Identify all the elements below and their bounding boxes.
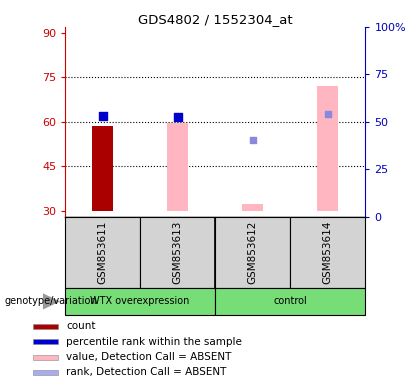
Text: GSM853614: GSM853614 [323,221,333,284]
Bar [242,204,263,211]
Bar [33,370,58,375]
Text: count: count [66,321,95,331]
Bar [290,217,365,288]
Text: GSM853613: GSM853613 [173,221,183,284]
Text: percentile rank within the sample: percentile rank within the sample [66,337,242,347]
Point [249,137,256,143]
Point [174,114,181,121]
Text: GSM853611: GSM853611 [97,221,108,284]
Polygon shape [43,293,60,310]
Bar [140,217,215,288]
Title: GDS4802 / 1552304_at: GDS4802 / 1552304_at [138,13,293,26]
Bar [33,355,58,359]
Bar [92,126,113,211]
Bar [33,339,58,344]
Text: control: control [273,296,307,306]
Point [325,111,331,118]
Bar [318,86,339,211]
Bar [65,288,215,315]
Text: rank, Detection Call = ABSENT: rank, Detection Call = ABSENT [66,367,226,377]
Bar [215,217,290,288]
Bar [33,324,58,329]
Text: WTX overexpression: WTX overexpression [90,296,190,306]
Bar [215,288,365,315]
Bar [65,217,140,288]
Point [99,113,106,119]
Text: genotype/variation: genotype/variation [4,296,97,306]
Text: GSM853612: GSM853612 [248,221,258,284]
Text: value, Detection Call = ABSENT: value, Detection Call = ABSENT [66,352,231,362]
Bar [167,123,188,211]
